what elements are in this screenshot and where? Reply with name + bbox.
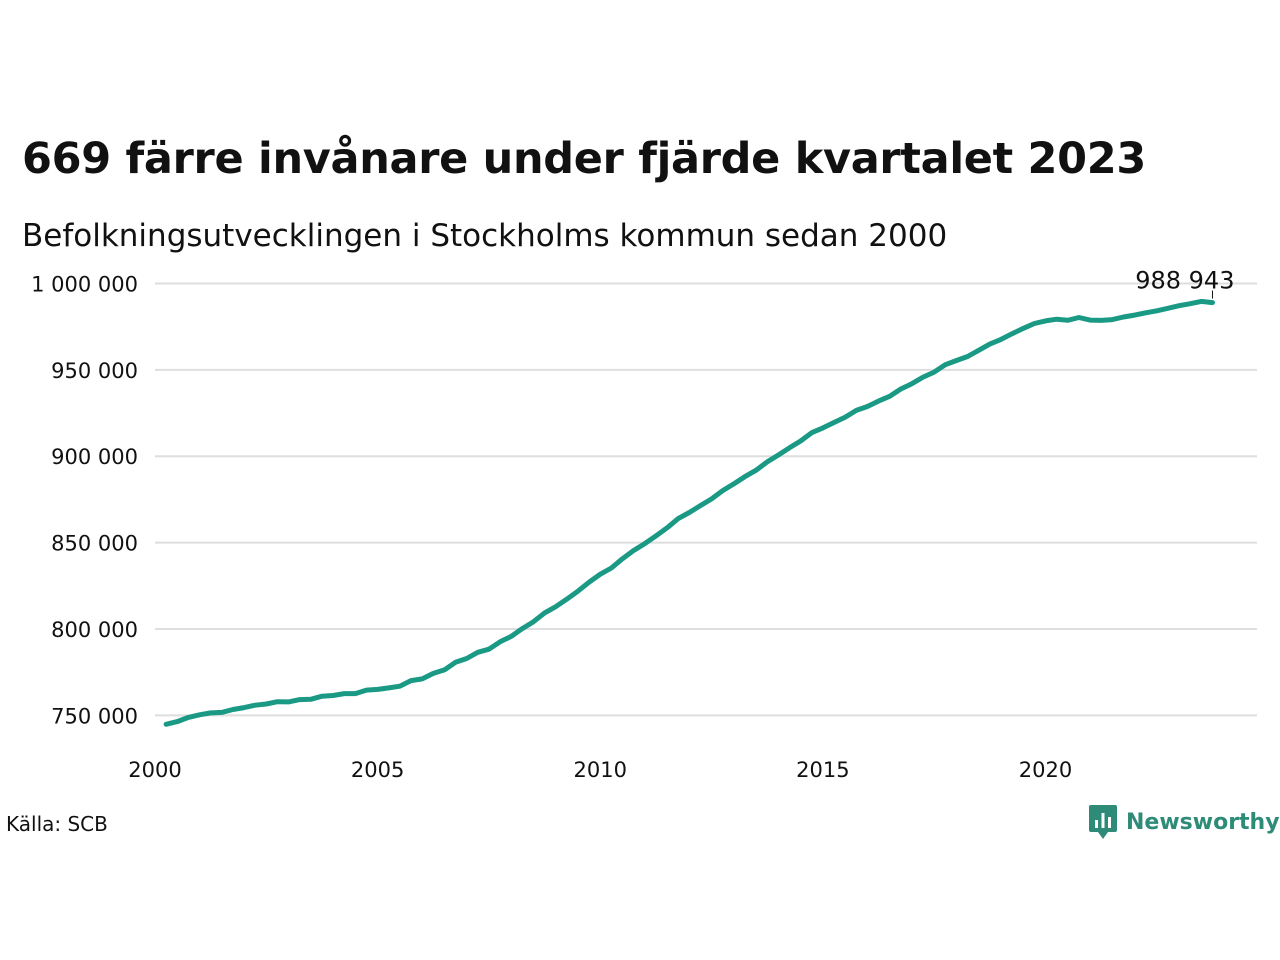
y-tick-label: 1 000 000 bbox=[31, 272, 138, 296]
y-axis-tick-labels: 750 000 800 000 850 000 900 000 950 000 1 000… bbox=[31, 272, 138, 728]
newsworthy-logo-icon bbox=[1089, 805, 1117, 839]
x-tick-label: 2015 bbox=[796, 758, 849, 782]
brand-logo: Newsworthy bbox=[1088, 804, 1280, 840]
last-value-label: 988 943 bbox=[1135, 267, 1234, 295]
y-tick-label: 900 000 bbox=[51, 445, 138, 469]
series-line-layer bbox=[163, 298, 1215, 727]
y-tick-label: 950 000 bbox=[51, 359, 138, 383]
population-series-line bbox=[163, 298, 1215, 727]
y-tick-label: 800 000 bbox=[51, 618, 138, 642]
x-tick-label: 2000 bbox=[128, 758, 181, 782]
brand-name: Newsworthy bbox=[1126, 809, 1280, 835]
y-tick-label: 750 000 bbox=[51, 704, 138, 728]
source-note: Källa: SCB bbox=[6, 812, 108, 836]
chart-title: 669 färre invånare under fjärde kvartale… bbox=[22, 134, 1147, 184]
y-tick-label: 850 000 bbox=[51, 532, 138, 556]
x-tick-label: 2010 bbox=[574, 758, 627, 782]
last-value-annotation: 988 943 bbox=[1135, 267, 1234, 299]
x-axis-tick-labels: 2000 2005 2010 2015 2020 bbox=[128, 758, 1072, 782]
x-tick-label: 2020 bbox=[1019, 758, 1072, 782]
x-tick-label: 2005 bbox=[351, 758, 404, 782]
chart-subtitle: Befolkningsutvecklingen i Stockholms kom… bbox=[22, 218, 948, 254]
gridlines bbox=[155, 282, 1257, 717]
